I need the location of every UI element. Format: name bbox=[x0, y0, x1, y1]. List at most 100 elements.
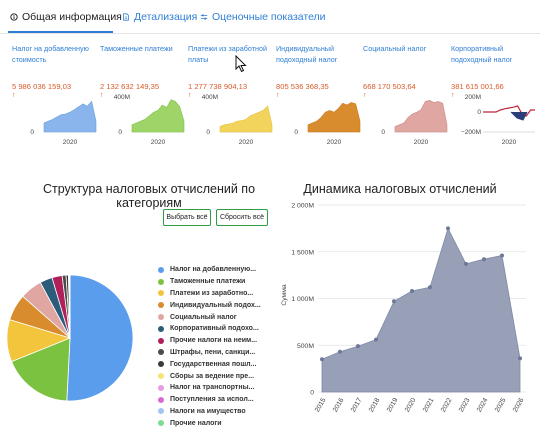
legend-label: Сборы за ведение пре... bbox=[170, 372, 255, 380]
tab-estimates[interactable]: Оценочные показатели bbox=[200, 11, 326, 23]
data-point[interactable] bbox=[338, 349, 342, 354]
data-point[interactable] bbox=[320, 357, 324, 362]
sparkline-zero-label: 0 bbox=[118, 129, 122, 136]
kpi-card-title[interactable]: Налог на добавленную стоимость bbox=[12, 44, 89, 64]
kpi-card-title[interactable]: Корпоративный подоходный налог bbox=[451, 44, 513, 64]
kpi-card-title[interactable]: Индивидуальный подоходный налог bbox=[276, 44, 338, 64]
kpi-card[interactable]: Индивидуальный подоходный налог 805 536 3… bbox=[276, 44, 362, 148]
reset-all-button[interactable]: Сбросить всё bbox=[216, 209, 268, 226]
kpi-card[interactable]: Налог на добавленную стоимость 5 986 036 … bbox=[12, 44, 98, 148]
info-icon bbox=[10, 13, 18, 21]
sparkline-ymax-label: 200M bbox=[465, 94, 481, 101]
kpi-card[interactable]: Социальный налог 668 170 503,64 ↑ 0 2020 bbox=[363, 44, 449, 148]
kpi-card-value: 5 986 036 159,03 bbox=[12, 82, 72, 91]
kpi-card-value: 381 615 001,66 bbox=[451, 82, 504, 91]
data-point[interactable] bbox=[518, 356, 522, 361]
x-tick-label: 2026 bbox=[512, 397, 526, 414]
legend-marker bbox=[158, 278, 164, 285]
trend-arrow-icon: ↑ bbox=[363, 92, 367, 99]
trend-arrow-icon: ↑ bbox=[100, 92, 104, 99]
legend-marker bbox=[158, 290, 164, 297]
legend-label: Социальный налог bbox=[170, 313, 237, 321]
x-tick-label: 2023 bbox=[458, 397, 472, 414]
sparkline-area bbox=[131, 99, 185, 133]
kpi-card[interactable]: Таможенные платежи 2 132 632 149,35 ↑ 400M 0… bbox=[100, 44, 186, 148]
kpi-card[interactable]: Платежи из заработной платы 1 277 738 904… bbox=[188, 44, 274, 148]
y-axis-label: Сумма bbox=[281, 284, 288, 306]
x-tick-label: 2017 bbox=[350, 397, 364, 414]
legend-marker bbox=[158, 302, 164, 309]
sparkline-chart: 0 2020 bbox=[381, 99, 448, 146]
sparkline-chart: 400M 0 2020 bbox=[202, 94, 273, 146]
kpi-card-title[interactable]: Социальный налог bbox=[363, 44, 427, 53]
data-point[interactable] bbox=[356, 344, 360, 349]
pie-slice[interactable] bbox=[66, 274, 134, 402]
legend-marker bbox=[158, 314, 164, 321]
sparkline-area bbox=[219, 105, 273, 133]
sparkline-chart: 0 2020 bbox=[294, 102, 361, 146]
x-tick-label: 2022 bbox=[440, 397, 454, 414]
tab-label: Оценочные показатели bbox=[212, 11, 326, 23]
data-point[interactable] bbox=[374, 337, 378, 342]
data-point[interactable] bbox=[482, 257, 486, 262]
data-point[interactable] bbox=[446, 226, 450, 231]
pie-chart bbox=[6, 274, 134, 402]
legend-label: Государственная пошл... bbox=[170, 360, 257, 368]
kpi-card-value: 805 536 368,35 bbox=[276, 82, 329, 91]
legend-item[interactable]: Налог на добавленную... bbox=[158, 264, 261, 276]
sparkline-zero-label: 0 bbox=[381, 129, 385, 136]
legend-item[interactable]: Сборы за ведение пре... bbox=[158, 370, 261, 382]
sparkline-year-label: 2020 bbox=[327, 139, 342, 146]
pie-chart-title: Структура налоговых отчислений по катего… bbox=[42, 182, 256, 210]
legend-item[interactable]: Корпоративный подохо... bbox=[158, 323, 261, 335]
data-point[interactable] bbox=[464, 261, 468, 266]
x-tick-label: 2019 bbox=[386, 397, 400, 414]
kpi-card-title[interactable]: Таможенные платежи bbox=[100, 44, 173, 53]
legend-item[interactable]: Налоги на имущество bbox=[158, 406, 261, 418]
select-all-button[interactable]: Выбрать всё bbox=[163, 209, 211, 226]
active-tab-indicator bbox=[8, 31, 113, 33]
tab-details[interactable]: Детализация bbox=[122, 11, 197, 23]
sparkline-zero-label: 0 bbox=[294, 129, 298, 136]
data-point[interactable] bbox=[500, 253, 504, 258]
sparkline-year-label: 2020 bbox=[502, 139, 517, 146]
data-point[interactable] bbox=[428, 285, 432, 290]
legend-marker bbox=[158, 373, 164, 380]
trend-arrow-icon: ↑ bbox=[188, 92, 192, 99]
y-tick-label: 1 000M bbox=[291, 296, 314, 303]
pie-slice[interactable] bbox=[11, 337, 71, 402]
data-point[interactable] bbox=[410, 289, 414, 294]
data-point[interactable] bbox=[392, 299, 396, 304]
legend-item[interactable]: Индивидуальный подох... bbox=[158, 299, 261, 311]
legend-item[interactable]: Штрафы, пени, санкци... bbox=[158, 347, 261, 359]
tab-general-info[interactable]: Общая информация bbox=[10, 11, 122, 23]
legend-item[interactable]: Социальный налог bbox=[158, 311, 261, 323]
x-tick-label: 2015 bbox=[314, 397, 328, 414]
pie-legend: Налог на добавленную... Таможенные платеж… bbox=[158, 264, 261, 429]
legend-label: Таможенные платежи bbox=[170, 278, 246, 286]
legend-item[interactable]: Поступления за испол... bbox=[158, 394, 261, 406]
legend-item[interactable]: Платежи из заработно... bbox=[158, 288, 261, 300]
legend-item[interactable]: Государственная пошл... bbox=[158, 358, 261, 370]
area-chart: 0 500M 1 000M 1 500M 2 000M 2015 2016 2017 2018 2… bbox=[281, 203, 526, 414]
legend-item[interactable]: Таможенные платежи bbox=[158, 276, 261, 288]
tab-bar: Общая информация Детализация Оценочные п… bbox=[0, 0, 540, 34]
x-tick-label: 2024 bbox=[476, 397, 490, 414]
sparkline-chart: 0 2020 bbox=[30, 100, 97, 146]
sparkline-negative-area bbox=[510, 111, 528, 121]
legend-label: Налог на транспортны... bbox=[170, 384, 255, 392]
legend-item[interactable]: Налог на транспортны... bbox=[158, 382, 261, 394]
kpi-card-title[interactable]: Платежи из заработной платы bbox=[188, 44, 267, 64]
legend-marker bbox=[158, 337, 164, 344]
mouse-cursor-icon bbox=[235, 55, 247, 73]
legend-item[interactable]: Прочие налоги на неим... bbox=[158, 335, 261, 347]
sparkline-year-label: 2020 bbox=[414, 139, 429, 146]
y-tick-label: 500M bbox=[297, 343, 314, 350]
legend-label: Прочие налоги bbox=[170, 419, 222, 427]
kpi-card[interactable]: Корпоративный подоходный налог 381 615 00… bbox=[451, 44, 537, 148]
x-tick-label: 2021 bbox=[422, 397, 436, 414]
y-tick-label: 2 000M bbox=[291, 203, 314, 210]
legend-item[interactable]: Прочие налоги bbox=[158, 417, 261, 429]
legend-marker bbox=[158, 266, 164, 273]
legend-marker bbox=[158, 420, 164, 427]
